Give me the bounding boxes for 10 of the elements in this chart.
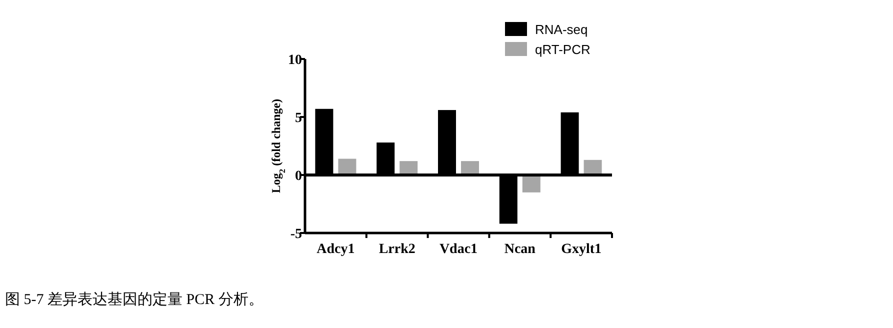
x-tick-label: Gxylt1 bbox=[561, 242, 602, 257]
x-tick-label: Lrrk2 bbox=[378, 242, 416, 257]
x-tick-label: Ncan bbox=[504, 242, 536, 257]
legend-label: RNA-seq bbox=[535, 22, 588, 37]
y-tick-label: -5 bbox=[290, 227, 302, 242]
caption: 图 5-7 差异表达基因的定量 PCR 分析。 bbox=[5, 291, 264, 308]
legend-label: qRT-PCR bbox=[535, 42, 590, 57]
x-tick-label: Vdac1 bbox=[439, 242, 478, 257]
y-tick-label: 5 bbox=[295, 111, 302, 126]
x-tick-label: Adcy1 bbox=[316, 242, 355, 257]
